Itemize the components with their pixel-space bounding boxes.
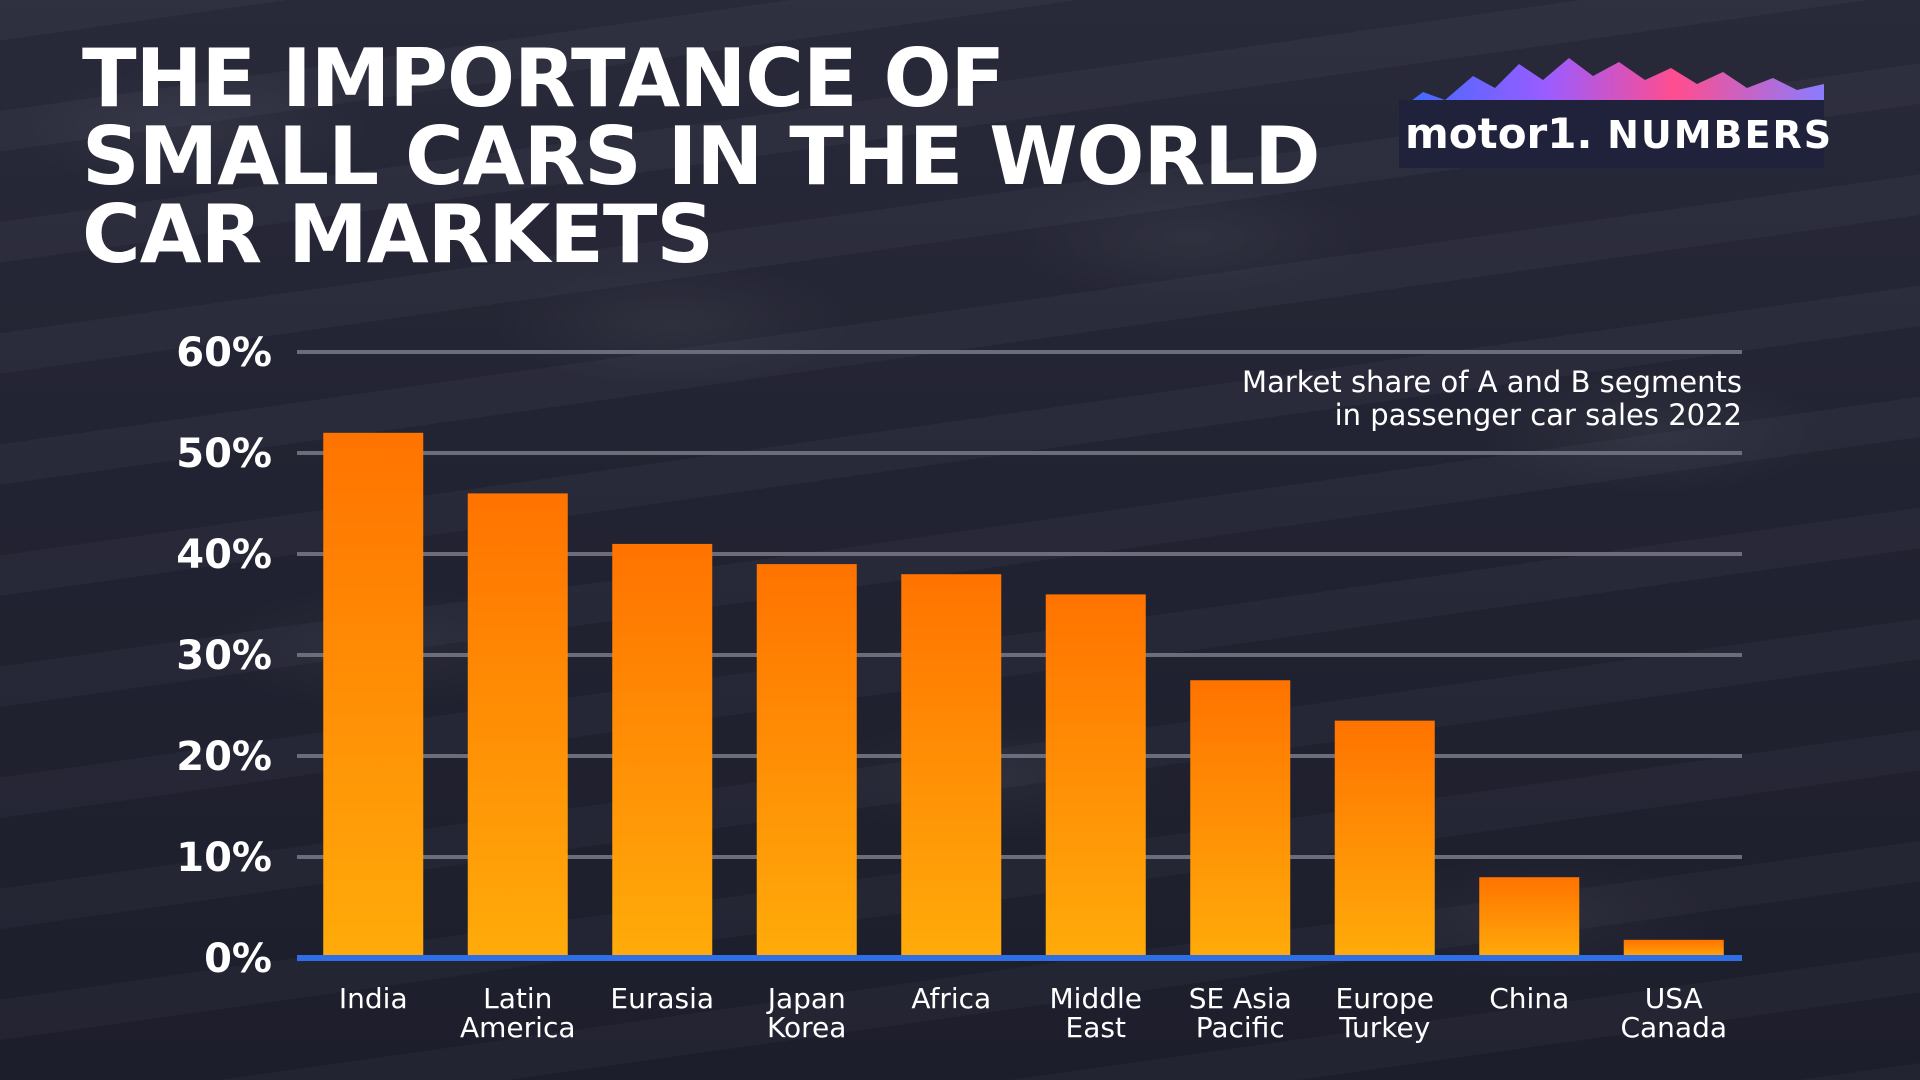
x-tick-label: Europe Turkey (1336, 982, 1434, 1044)
bar (323, 432, 424, 958)
bar (1479, 877, 1580, 958)
y-tick-label: 40% (176, 532, 272, 578)
logo-product: NUMBERS (1607, 113, 1834, 157)
y-tick-label: 0% (204, 936, 272, 982)
bar (1045, 594, 1146, 958)
page-title: THE IMPORTANCE OF SMALL CARS IN THE WORL… (82, 32, 1320, 281)
logo-brand: motor1. (1405, 109, 1593, 158)
x-tick-label: Africa (911, 982, 991, 1015)
bar (756, 564, 857, 958)
bar (1334, 720, 1435, 958)
x-tick-label: Japan Korea (766, 982, 847, 1044)
y-tick-label: 20% (176, 734, 272, 780)
bar (612, 543, 713, 958)
x-tick-label: China (1489, 982, 1569, 1015)
bar (901, 574, 1002, 958)
bar (1190, 680, 1291, 958)
motor1-numbers-logo: motor1. NUMBERS (1393, 50, 1831, 170)
x-tick-label: Eurasia (610, 982, 714, 1015)
y-tick-label: 50% (176, 431, 272, 477)
x-tick-label: Latin America (460, 982, 576, 1044)
y-tick-label: 30% (176, 633, 272, 679)
y-tick-label: 10% (176, 835, 272, 881)
chart-subtitle: Market share of A and B segments in pass… (1242, 365, 1742, 432)
logo-backdrop (1399, 100, 1824, 168)
bar (1623, 939, 1724, 958)
logo-wordmark: motor1. NUMBERS (1405, 106, 1833, 163)
x-tick-label: Middle East (1050, 982, 1143, 1044)
x-tick-label: USA Canada (1620, 982, 1727, 1044)
bar (467, 493, 568, 958)
y-tick-label: 60% (176, 330, 272, 376)
x-tick-label: India (339, 982, 408, 1015)
x-tick-label: SE Asia Pacific (1189, 982, 1292, 1044)
